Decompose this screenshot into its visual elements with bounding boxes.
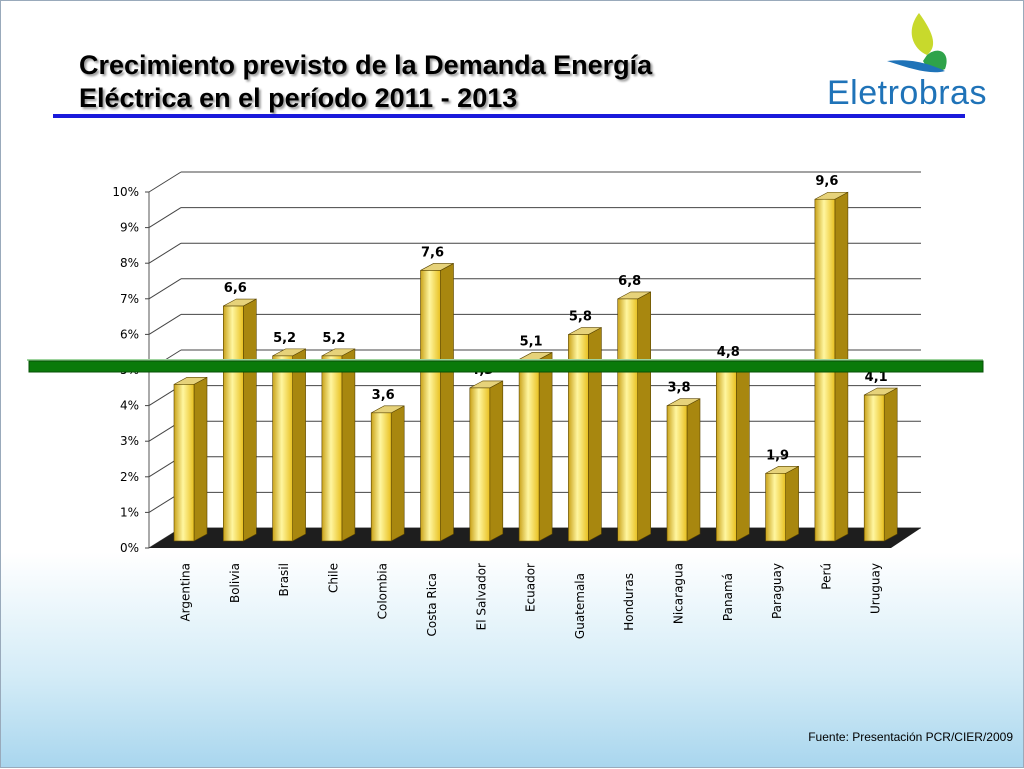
- bar: [715, 369, 737, 542]
- grid-diagonal: [148, 278, 182, 300]
- source-note: Fuente: Presentación PCR/CIER/2009: [808, 730, 1013, 744]
- slide-title: Crecimiento previsto de la Demanda Energ…: [79, 49, 652, 115]
- x-tick-label: El Salvador: [474, 563, 488, 630]
- data-label: 1,9: [766, 448, 789, 463]
- bar-side: [785, 465, 799, 542]
- y-tick-label: 2%: [120, 470, 139, 484]
- x-tick-label: Colombia: [376, 563, 390, 619]
- y-tick-label: 0%: [120, 541, 139, 555]
- logo-text: Eletrobras: [827, 74, 987, 112]
- bar: [666, 405, 688, 542]
- data-label: 5,2: [273, 331, 296, 346]
- x-tick-label: Bolivia: [228, 563, 242, 603]
- bar: [321, 355, 343, 542]
- data-label: 4,1: [865, 370, 888, 385]
- bar: [863, 394, 885, 542]
- x-tick-label: Brasil: [277, 563, 291, 596]
- bar: [617, 298, 639, 542]
- title-underline: [53, 114, 965, 118]
- y-tick-label: 3%: [120, 434, 139, 448]
- y-tick-label: 8%: [120, 256, 139, 270]
- y-tick-label: 7%: [120, 292, 139, 306]
- bar: [370, 412, 392, 542]
- y-tick-label: 1%: [120, 505, 139, 519]
- bar-side: [440, 262, 454, 542]
- x-tick-label: Ecuador: [524, 563, 538, 612]
- x-tick-label: Argentina: [179, 563, 193, 622]
- bar-side: [686, 398, 701, 542]
- y-tick-label: 6%: [120, 327, 139, 341]
- bar-side: [292, 348, 306, 542]
- data-label: 3,6: [372, 388, 395, 403]
- data-label: 6,6: [224, 281, 247, 296]
- data-label: 5,1: [520, 334, 543, 349]
- reference-line-5-percent: [28, 360, 984, 373]
- bar-side: [735, 362, 750, 542]
- reference-line-highlight: [27, 359, 983, 361]
- grid-diagonal: [148, 207, 182, 229]
- bar-side: [341, 348, 356, 542]
- x-tick-label: Paraguay: [770, 563, 784, 619]
- x-tick-label: Perú: [819, 563, 833, 590]
- bar-side: [243, 298, 257, 542]
- bar: [765, 473, 786, 542]
- data-label: 7,6: [421, 245, 444, 260]
- x-tick-label: Nicaragua: [672, 563, 686, 624]
- bar-side: [637, 291, 652, 542]
- x-tick-label: Panamá: [721, 573, 735, 621]
- bar-side: [883, 387, 898, 542]
- x-tick-label: Guatemala: [573, 573, 587, 639]
- title-line-2: Eléctrica en el período 2011 - 2013: [79, 83, 518, 113]
- grid-diagonal: [148, 171, 182, 193]
- bar-side: [390, 405, 405, 542]
- data-label: 5,2: [322, 331, 345, 346]
- eletrobras-logo-icon: [887, 13, 947, 73]
- x-tick-label: Uruguay: [869, 563, 883, 614]
- data-label: 4,8: [717, 345, 740, 360]
- y-tick-label: 4%: [120, 399, 139, 413]
- bar: [272, 355, 293, 542]
- bar: [568, 334, 589, 542]
- x-tick-label: Honduras: [622, 573, 636, 631]
- bar: [469, 387, 491, 542]
- bar: [223, 305, 244, 542]
- bar-side: [538, 351, 553, 542]
- title-line-1: Crecimiento previsto de la Demanda Energ…: [79, 50, 653, 80]
- bar-side: [193, 376, 208, 542]
- data-label: 6,8: [618, 274, 641, 289]
- grid-diagonal: [148, 242, 182, 264]
- y-tick-label: 9%: [120, 221, 139, 235]
- data-label: 9,6: [815, 174, 838, 189]
- bar: [173, 384, 195, 542]
- x-tick-label: Costa Rica: [425, 573, 439, 636]
- bar-side: [489, 380, 504, 542]
- grid-diagonal: [148, 313, 182, 335]
- data-label: 3,8: [667, 381, 690, 396]
- bar: [420, 270, 441, 542]
- data-label: 5,8: [569, 310, 592, 325]
- x-tick-label: Chile: [326, 563, 340, 593]
- y-tick-label: 10%: [112, 185, 139, 199]
- bar: [518, 359, 540, 542]
